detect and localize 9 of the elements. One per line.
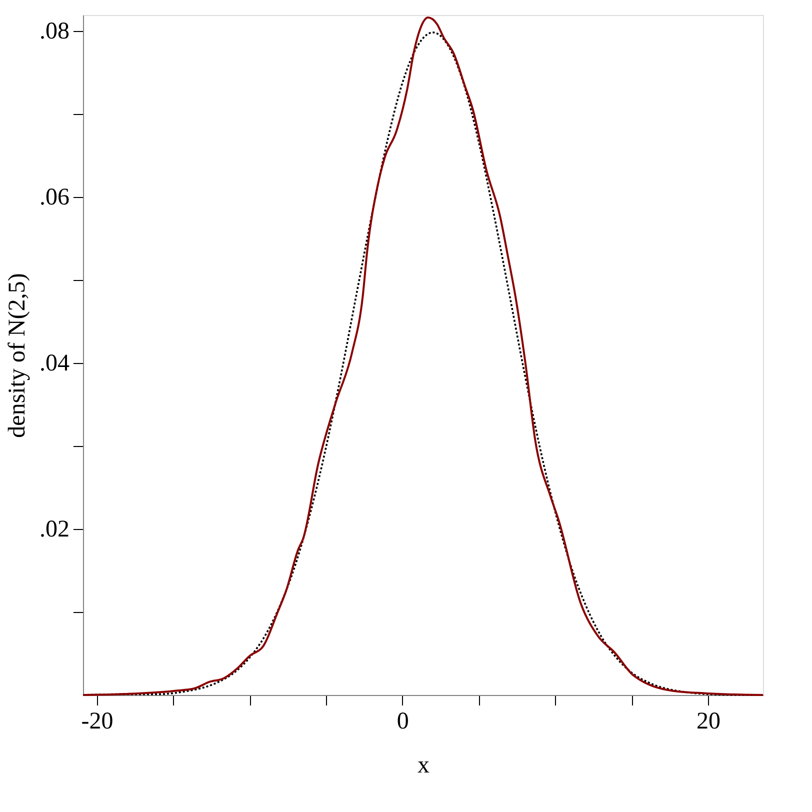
x-axis-title: x — [418, 752, 430, 778]
y-tick-label: .02 — [40, 516, 70, 542]
y-tick-label: .04 — [40, 350, 70, 376]
x-tick-label: 0 — [396, 708, 409, 734]
x-tick-label: 20 — [696, 708, 720, 734]
y-tick-label: .08 — [40, 18, 70, 44]
y-axis-title: density of N(2,5) — [4, 273, 30, 438]
y-tick-label: .06 — [40, 184, 70, 210]
x-tick-label: -20 — [81, 708, 114, 734]
